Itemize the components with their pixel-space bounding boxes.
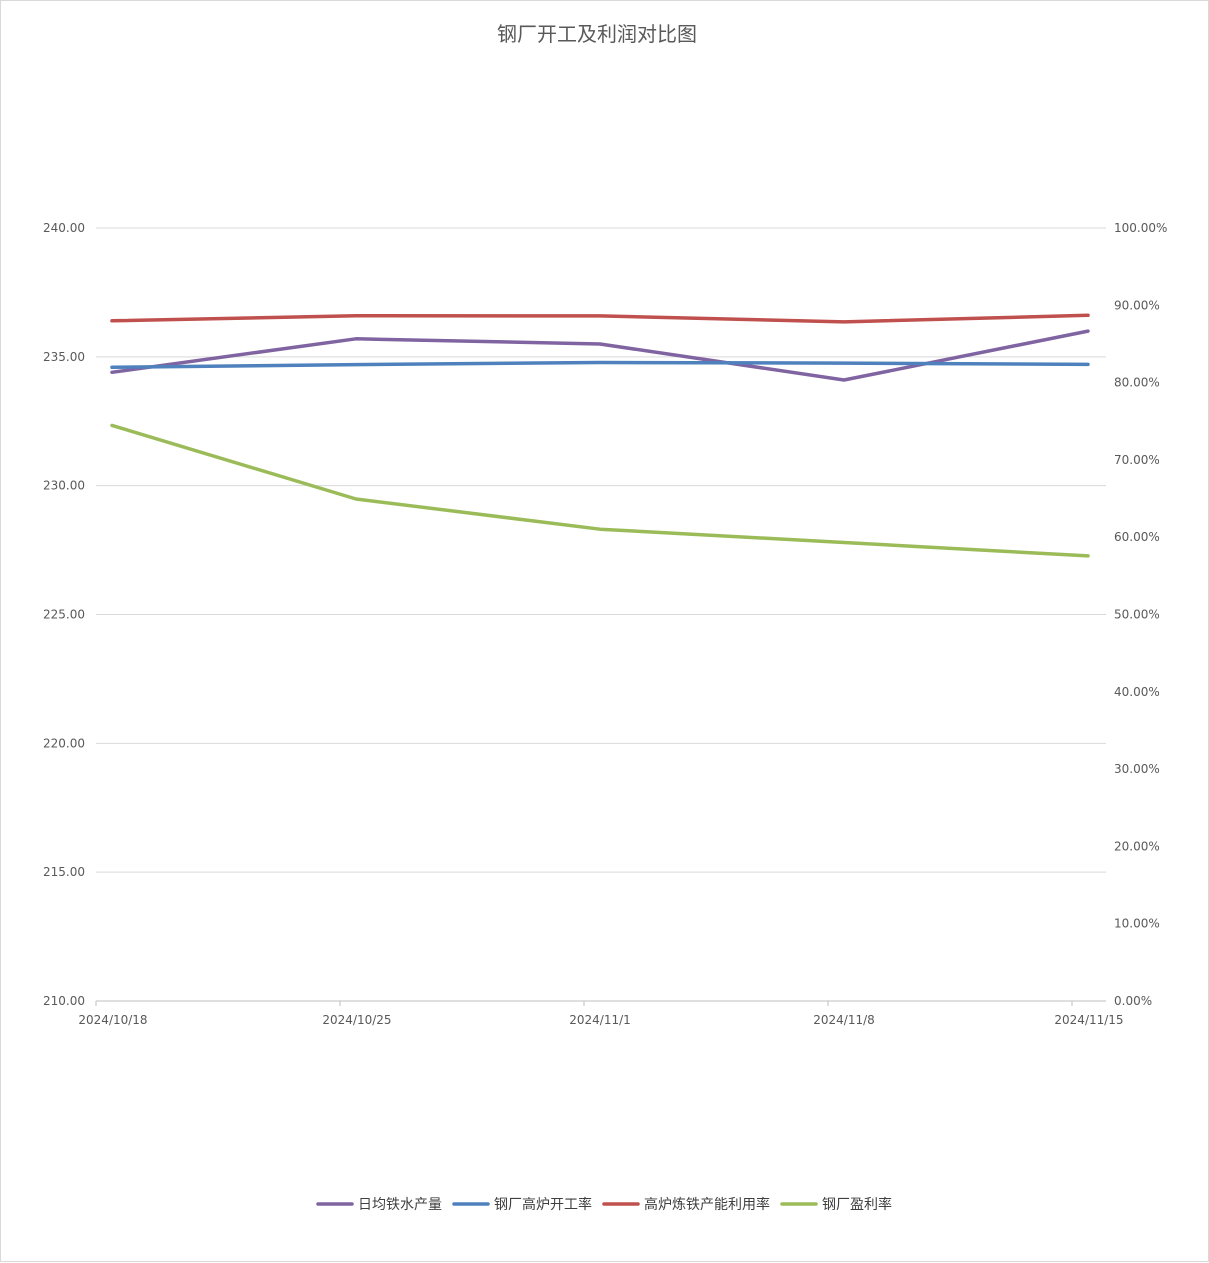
y-right-tick-label: 0.00%	[1114, 994, 1152, 1008]
series-lines	[110, 313, 1090, 558]
y-right-tick-label: 10.00%	[1114, 917, 1160, 931]
series-line	[110, 329, 1090, 382]
y-right-tick-label: 60.00%	[1114, 530, 1160, 544]
y-right-tick-label: 40.00%	[1114, 685, 1160, 699]
legend: 日均铁水产量 钢厂高炉开工率 高炉炼铁产能利用率 钢厂盈利率	[316, 1196, 892, 1213]
y-left-tick-label: 235.00	[43, 350, 85, 364]
y-right-tick-label: 90.00%	[1114, 298, 1160, 312]
legend-label: 钢厂盈利率	[822, 1196, 892, 1213]
y-right-tick-label: 30.00%	[1114, 762, 1160, 776]
y-left-tick-label: 240.00	[43, 221, 85, 235]
y-right-tick-label: 70.00%	[1114, 453, 1160, 467]
legend-label: 高炉炼铁产能利用率	[644, 1196, 770, 1213]
y-right-tick-label: 80.00%	[1114, 376, 1160, 390]
x-tick-label: 2024/11/8	[813, 1013, 875, 1027]
x-tick-label: 2024/11/1	[569, 1013, 631, 1027]
y-right-tick-label: 50.00%	[1114, 608, 1160, 622]
legend-label: 日均铁水产量	[358, 1197, 442, 1213]
series-line	[110, 360, 1090, 370]
x-tick-label: 2024/10/18	[78, 1013, 147, 1027]
y-left-tick-label: 225.00	[43, 608, 85, 622]
legend-label: 钢厂高炉开工率	[494, 1196, 592, 1213]
y-left-tick-label: 230.00	[43, 479, 85, 493]
axes: 210.00 215.00 220.00 225.00 230.00 235.00 240.…	[43, 221, 1167, 1027]
y-left-tick-label: 210.00	[43, 994, 85, 1008]
y-left-tick-label: 215.00	[43, 865, 85, 879]
x-tick-label: 2024/10/25	[322, 1013, 391, 1027]
chart-title: 钢厂开工及利润对比图	[497, 22, 697, 46]
y-right-tick-label: 20.00%	[1114, 839, 1160, 853]
series-line	[110, 423, 1090, 558]
y-right-tick-label: 100.00%	[1114, 221, 1167, 235]
gridlines	[96, 227, 1106, 873]
x-tick-label: 2024/11/15	[1054, 1013, 1123, 1027]
series-line	[110, 313, 1090, 324]
y-left-tick-label: 220.00	[43, 736, 85, 750]
